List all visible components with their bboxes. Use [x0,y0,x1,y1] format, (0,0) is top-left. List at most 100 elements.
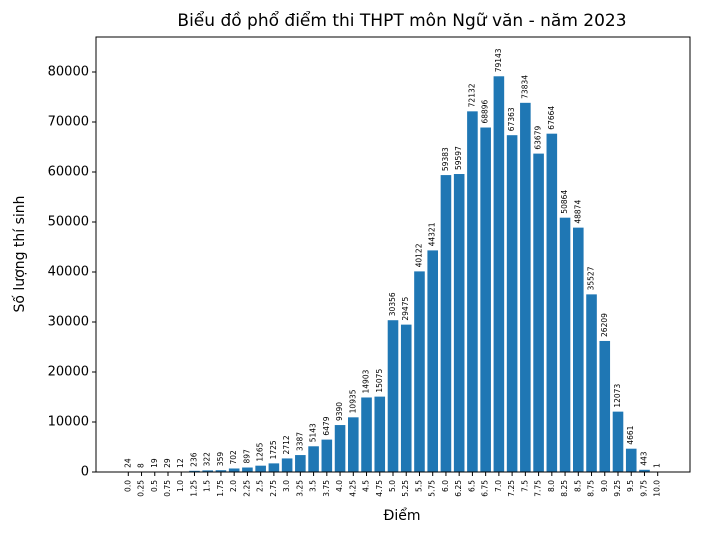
x-tick-label: 6.25 [454,480,463,497]
bar [520,102,531,472]
x-tick-label: 7.5 [520,480,529,492]
value-label: 79143 [494,48,503,72]
bar [533,153,544,473]
x-tick-label: 1.0 [176,480,185,492]
bar [189,470,200,472]
value-label: 359 [216,452,225,467]
y-tick-label: 0 [81,465,89,480]
value-label: 236 [189,452,198,467]
bar [586,294,597,472]
bar [506,135,518,472]
value-label: 59597 [454,146,463,170]
y-tick-label: 10000 [48,415,89,430]
value-label: 6479 [322,416,331,435]
x-tick-label: 9.0 [600,480,609,492]
value-label: 1265 [256,442,265,461]
x-tick-label: 6.5 [467,480,476,492]
x-tick-label: 6.75 [481,480,490,497]
value-label: 4661 [626,425,635,444]
x-tick-label: 5.25 [401,480,410,497]
value-label: 14903 [362,369,371,393]
value-label: 44321 [428,222,437,246]
bar [612,411,624,472]
x-axis-label: Điểm [384,507,421,524]
value-label: 897 [242,449,251,464]
bar [467,111,478,472]
bar [334,425,346,472]
bar [453,174,465,472]
value-label: 67363 [507,107,516,131]
bar [308,446,319,472]
bar [414,271,425,472]
value-label: 443 [639,451,648,466]
bar [295,455,306,472]
value-label: 30356 [388,292,397,316]
x-tick-label: 4.0 [335,480,344,492]
x-tick-label: 9.5 [626,480,635,492]
x-tick-label: 2.0 [229,480,238,492]
bar [625,448,637,472]
x-tick-label: 0.5 [150,480,159,492]
value-label: 12 [176,458,185,468]
value-label: 68896 [481,99,490,123]
y-tick-label: 60000 [48,165,89,180]
value-label: 50864 [560,190,569,214]
x-tick-label: 4.75 [375,480,384,497]
value-label: 15075 [375,369,384,393]
chart-title: Biểu đồ phổ điểm thi THPT môn Ngữ văn - … [177,10,626,31]
value-label: 40122 [414,243,423,267]
x-tick-label: 8.75 [587,480,596,497]
bar [480,127,491,473]
bar [427,250,438,472]
value-label: 35527 [587,266,596,290]
x-tick-label: 9.75 [639,480,648,497]
x-tick-label: 1.75 [216,480,225,497]
x-tick-label: 8.0 [547,480,556,492]
x-tick-label: 3.25 [295,480,304,497]
value-label: 702 [229,450,238,465]
y-tick-label: 20000 [48,365,89,380]
value-label: 322 [203,452,212,467]
value-label: 26209 [600,313,609,337]
x-tick-label: 2.75 [269,480,278,497]
value-label: 29 [163,458,172,468]
bar [228,468,240,472]
value-label: 9390 [335,402,344,421]
value-label: 59383 [441,147,450,171]
x-tick-label: 1.25 [189,480,198,497]
x-tick-label: 3.5 [309,480,318,492]
value-label: 29475 [401,297,410,321]
bar [493,76,505,472]
bar [387,320,399,472]
y-axis-label: Số lượng thí sinh [11,195,28,312]
x-tick-label: 0.75 [163,480,172,497]
x-tick-label: 5.0 [388,480,397,492]
y-tick-label: 80000 [48,65,89,80]
x-tick-label: 4.25 [348,480,357,497]
value-label: 63679 [534,126,543,150]
bar [268,463,280,472]
value-label: 3387 [295,432,304,451]
bar [281,458,293,472]
x-tick-label: 2.25 [242,480,251,497]
value-label: 10935 [348,389,357,413]
value-label: 48874 [573,200,582,224]
x-tick-label: 3.0 [282,480,291,492]
bar [546,133,558,472]
y-tick-label: 70000 [48,115,89,130]
value-label: 12073 [613,384,622,408]
x-tick-label: 7.0 [494,480,503,492]
x-tick-label: 9.25 [613,480,622,497]
value-label: 72132 [467,83,476,107]
bar [348,417,359,472]
y-tick-label: 40000 [48,265,89,280]
y-tick-label: 50000 [48,215,89,230]
bar [440,175,452,472]
bar [573,227,584,472]
y-tick-label: 30000 [48,315,89,330]
value-label: 19 [150,458,159,468]
x-tick-label: 8.5 [573,480,582,492]
plot-frame [95,36,691,473]
bar [202,470,213,472]
